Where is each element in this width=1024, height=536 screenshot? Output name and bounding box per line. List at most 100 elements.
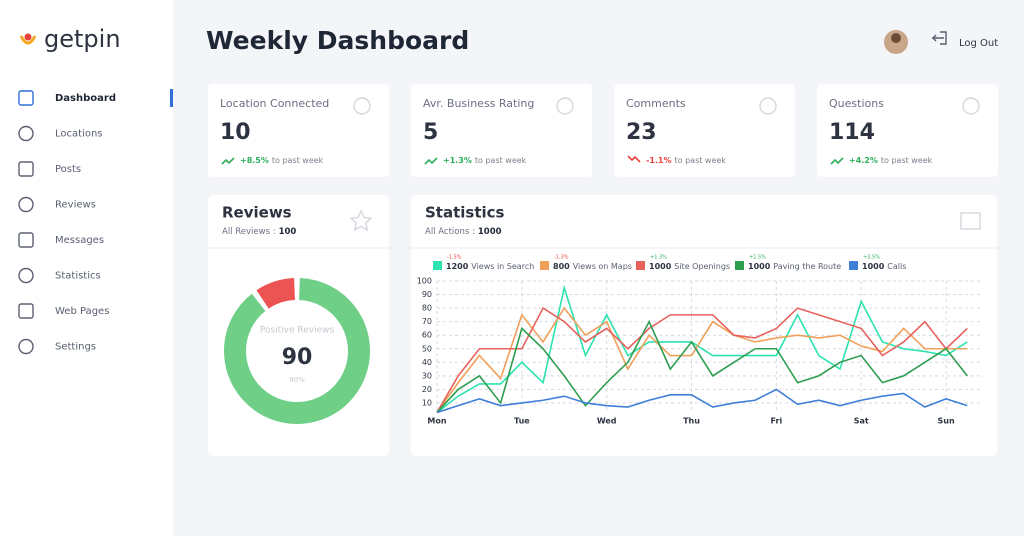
nav-item[interactable]: Dashboard	[55, 93, 116, 104]
legend-item: 1200 Views in Search	[446, 262, 534, 271]
y-tick-label: 70	[422, 317, 432, 326]
card-icon	[759, 97, 777, 115]
x-tick-label: Thu	[683, 417, 700, 426]
legend-swatch	[540, 261, 549, 270]
nav-item[interactable]: Statistics	[55, 271, 101, 282]
series-line	[436, 284, 968, 414]
nav-icon[interactable]	[18, 303, 34, 319]
logo-mark	[19, 35, 37, 45]
series-line	[436, 388, 968, 414]
nav-item[interactable]: Messages	[55, 235, 104, 246]
delta: +4.2%	[849, 156, 878, 165]
card-value: 5	[423, 120, 438, 145]
nav-icon[interactable]	[18, 90, 34, 106]
avatar-hair	[891, 33, 901, 43]
legend-item: 1000 Calls	[862, 262, 906, 271]
card-value: 23	[626, 120, 657, 145]
delta: +1.3%	[443, 156, 472, 165]
series-line	[436, 319, 968, 413]
card-delta: +4.2% to past week	[849, 156, 933, 165]
card-title: Comments	[626, 97, 686, 110]
delta: -1.1%	[646, 156, 672, 165]
subtitle-label: All Reviews :	[222, 227, 276, 237]
donut-value: 90	[282, 345, 313, 370]
donut-percent: 90%	[289, 376, 305, 384]
chart-icon	[960, 212, 981, 230]
legend-count: 1200	[446, 262, 469, 271]
legend-name: Paving the Route	[773, 262, 841, 271]
trend-icon	[221, 157, 235, 165]
delta-note: to past week	[675, 156, 727, 165]
subtitle-value: 100	[279, 227, 297, 237]
y-tick-label: 60	[422, 331, 432, 340]
donut-segment	[224, 278, 370, 424]
subtitle-label: All Actions :	[425, 227, 475, 237]
stat-card	[817, 84, 998, 177]
card-delta: -1.1% to past week	[646, 156, 726, 165]
subtitle-value: 1000	[478, 227, 502, 237]
panel-title: Statistics	[425, 204, 505, 222]
legend-swatch	[735, 261, 744, 270]
legend-count: 1000	[748, 262, 771, 271]
legend-swatch	[849, 261, 858, 270]
nav-item[interactable]: Locations	[55, 129, 103, 140]
legend-swatch	[636, 261, 645, 270]
card-delta: +8.5% to past week	[240, 156, 324, 165]
logo-dot	[24, 33, 32, 41]
sidebar	[0, 0, 173, 536]
x-tick-label: Mon	[427, 417, 446, 426]
x-tick-label: Sun	[937, 417, 954, 426]
star-icon	[349, 209, 373, 232]
nav-icon[interactable]	[18, 161, 34, 177]
delta-note: to past week	[272, 156, 324, 165]
legend-item: 1000 Paving the Route	[748, 262, 841, 271]
nav-active	[170, 89, 173, 107]
legend-swatch	[433, 261, 442, 270]
trend-icon	[627, 155, 641, 163]
card-icon	[556, 97, 574, 115]
nav-icon[interactable]	[18, 196, 34, 213]
delta-note: to past week	[881, 156, 933, 165]
legend-name: Views in Search	[471, 262, 534, 271]
nav-icon[interactable]	[18, 232, 34, 248]
card-delta: +1.3% to past week	[443, 156, 527, 165]
series-line	[436, 306, 968, 413]
legend-count: 1000	[862, 262, 885, 271]
nav-item[interactable]: Posts	[55, 164, 81, 175]
logo: getpin	[44, 25, 121, 53]
legend-delta: -1.5%	[447, 255, 462, 261]
nav-icon[interactable]	[18, 125, 34, 142]
card-value: 114	[829, 120, 875, 145]
logout-icon[interactable]	[932, 31, 947, 45]
y-tick-label: 80	[422, 304, 432, 313]
legend-item: 1000 Site Openings	[649, 262, 730, 271]
card-title: Questions	[829, 97, 884, 110]
legend-delta: +3.5%	[863, 255, 880, 261]
card-icon	[353, 97, 371, 115]
card-title: Location Connected	[220, 97, 329, 110]
delta: +8.5%	[240, 156, 269, 165]
nav-item[interactable]: Web Pages	[55, 306, 109, 317]
x-tick-label: Sat	[854, 417, 869, 426]
nav-icon[interactable]	[18, 267, 34, 284]
legend-delta: +1.3%	[650, 255, 667, 261]
legend-name: Calls	[887, 262, 906, 271]
logout[interactable]: Log Out	[959, 38, 998, 49]
panel-title: Reviews	[222, 204, 292, 222]
nav-item[interactable]: Reviews	[55, 200, 96, 211]
nav-icon[interactable]	[18, 338, 34, 355]
panel-subtitle: All Reviews :100	[222, 227, 296, 237]
legend-count: 1000	[649, 262, 672, 271]
legend-delta: +1.5%	[749, 255, 766, 261]
y-tick-label: 20	[422, 385, 432, 394]
legend-name: Views on Maps	[573, 262, 632, 271]
statistics-panel	[411, 195, 997, 456]
delta-note: to past week	[475, 156, 527, 165]
legend-name: Site Openings	[674, 262, 730, 271]
stat-card	[411, 84, 592, 177]
x-tick-label: Tue	[514, 417, 530, 426]
nav-item[interactable]: Settings	[55, 342, 96, 353]
trend-icon	[424, 157, 438, 165]
card-value: 10	[220, 120, 251, 145]
